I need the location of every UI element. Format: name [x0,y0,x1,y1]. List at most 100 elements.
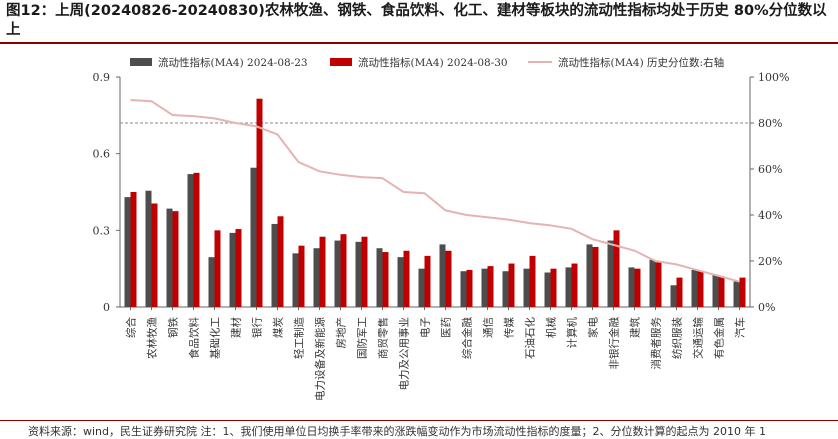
bar-series2 [655,262,662,307]
legend: 流动性指标(MA4) 2024-08-23 流动性指标(MA4) 2024-08-… [130,56,724,69]
right-tick-label: 60% [758,163,782,176]
bar-series1 [439,244,446,307]
category-label: 医药 [441,317,453,338]
category-label: 食品饮料 [188,317,201,359]
bar-series2 [319,236,326,307]
bar-series2 [256,98,263,307]
bar-series1 [397,257,404,307]
category-label: 建材 [230,317,243,338]
bar-series1 [523,268,530,307]
chart-marks [124,98,746,307]
left-tick-label: 0 [103,301,110,314]
category-label: 基础化工 [209,317,222,359]
bar-series2 [508,263,515,307]
bar-series1 [712,275,719,307]
bar-series2 [298,245,305,307]
bar-series2 [214,230,221,307]
category-label: 商贸零售 [377,317,390,359]
bar-series1 [418,268,425,307]
bar-series2 [193,172,200,307]
right-tick-label: 100% [758,71,789,84]
bar-series1 [292,253,299,307]
axes: 0 0.3 0.6 0.9 0% 20% 40% 60% 80% 100% [93,71,790,314]
bar-series1 [124,197,131,307]
category-label: 家电 [587,317,600,338]
bar-series2 [529,255,536,307]
bar-series1 [208,257,215,307]
right-tick-label: 0% [758,301,775,314]
bar-series1 [565,267,572,307]
category-label: 农林牧渔 [146,317,159,359]
title-rule [0,42,838,44]
bar-series2 [613,230,620,307]
bar-series1 [670,285,677,307]
legend-label-series2: 流动性指标(MA4) 2024-08-30 [358,56,508,69]
category-label: 房地产 [335,317,348,349]
bar-series1 [649,259,656,307]
percentile-line [130,99,740,283]
bar-series2 [676,277,683,307]
bar-series2 [592,246,599,307]
bar-series2 [550,268,557,307]
category-label: 传媒 [503,317,516,338]
category-label: 电力及公用事业 [398,317,411,391]
source-note: 资料来源：wind，民生证券研究院 注：1、我们使用单位日均换手率带来的涨跌幅变… [28,425,766,438]
bar-series2 [424,255,431,307]
bar-series2 [718,276,725,307]
bar-series1 [628,267,635,307]
bar-series2 [487,266,494,307]
category-label: 轻工制造 [293,317,306,359]
bar-series2 [151,203,158,307]
legend-label-series1: 流动性指标(MA4) 2024-08-23 [158,56,308,69]
bar-series1 [607,240,614,307]
category-labels: 综合 农林牧渔 钢铁 食品饮料 基础化工 建材 银行 煤炭 轻工制造 电力设备及新能源 房地产 国防军… [125,317,747,401]
category-label: 石油石化 [524,317,537,359]
category-label: 非银行金融 [608,317,621,370]
bar-series2 [382,252,389,307]
category-label: 电子 [419,317,432,338]
source-rule [0,420,838,421]
category-label: 有色金属 [713,317,726,359]
bar-series1 [187,174,194,307]
bar-series2 [130,192,137,307]
legend-label-series3: 流动性指标(MA4) 历史分位数:右轴 [558,56,724,69]
legend-swatch-series2 [330,58,352,66]
bar-series1 [145,190,152,307]
bar-series2 [361,236,368,307]
category-label: 国防军工 [356,317,369,359]
bar-series2 [445,250,452,307]
category-label: 通信 [483,317,495,338]
right-tick-label: 20% [758,255,782,268]
bar-series1 [271,223,278,307]
bar-series1 [544,272,551,307]
category-label: 汽车 [734,317,747,338]
right-tick-label: 40% [758,209,782,222]
bar-series1 [355,241,362,307]
bar-series2 [739,277,746,307]
bar-series2 [403,250,410,307]
left-tick-label: 0.9 [93,71,111,84]
bar-series1 [481,268,488,307]
figure-title: 图12：上周(20240826-20240830)农林牧渔、钢铁、食品饮料、化工… [6,3,827,38]
bar-series1 [376,248,383,307]
category-label: 综合金融 [461,317,474,359]
bar-series1 [313,248,320,307]
left-tick-label: 0.3 [93,224,111,237]
category-label: 机械 [545,317,558,338]
bar-series2 [172,211,179,307]
category-label: 综合 [125,317,138,338]
category-label: 计算机 [566,317,579,349]
category-label: 煤炭 [272,317,285,338]
bar-series2 [277,216,284,307]
category-label: 纺织服装 [671,317,684,359]
bar-series2 [466,269,473,307]
category-label: 交通运输 [692,317,705,359]
bar-series1 [334,240,341,307]
bar-series2 [697,271,704,307]
legend-swatch-series1 [130,58,152,66]
bar-series1 [586,244,593,307]
category-label: 建筑 [629,317,642,338]
bar-series1 [691,269,698,307]
left-tick-label: 0.6 [93,148,111,161]
